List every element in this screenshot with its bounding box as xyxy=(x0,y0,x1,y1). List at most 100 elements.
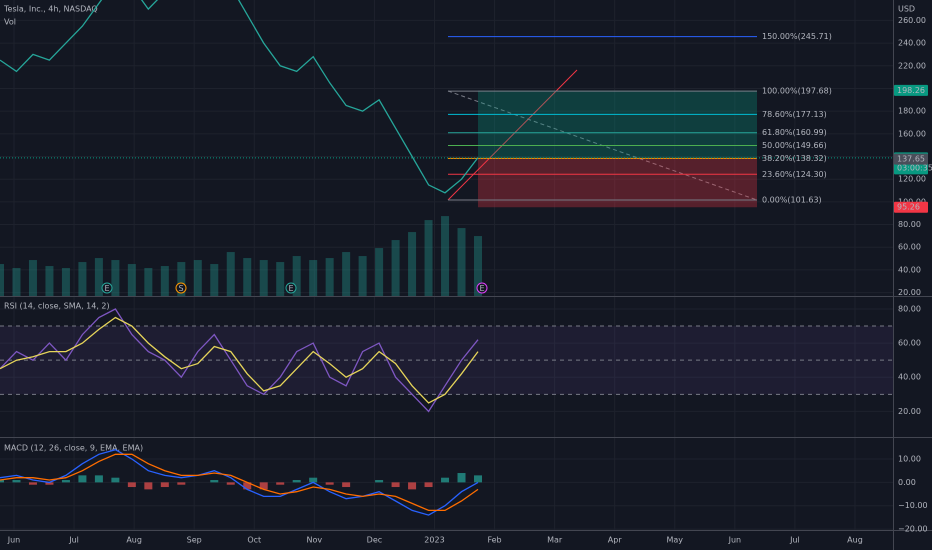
pane xyxy=(0,0,893,296)
pane xyxy=(0,308,893,413)
macd-histogram-bar xyxy=(342,482,351,488)
time-tick-label: Aug xyxy=(126,536,142,545)
pane xyxy=(0,449,482,516)
fib-label: 50.00%(149.66) xyxy=(762,141,827,150)
event-marker xyxy=(175,282,187,294)
volume-bar xyxy=(0,264,4,296)
volume-bar xyxy=(111,260,120,296)
macd-histogram-bar xyxy=(408,482,417,490)
volume-bar xyxy=(309,260,318,296)
volume-bar xyxy=(375,248,384,296)
volume-bar xyxy=(408,232,417,296)
y-tick-label: −10.00 xyxy=(898,501,928,510)
trend-line xyxy=(447,69,578,201)
macd-histogram-bar xyxy=(160,482,169,488)
macd-histogram-bar xyxy=(78,475,87,483)
volume-bar xyxy=(424,220,433,296)
y-tick-label: 120.00 xyxy=(898,175,926,184)
macd-histogram-bar xyxy=(111,477,120,483)
fib-label: 150.00%(245.71) xyxy=(762,32,832,41)
macd-histogram-bar xyxy=(0,480,4,483)
series-line xyxy=(0,316,479,404)
rsi-title: RSI (14, close, SMA, 14, 2) xyxy=(4,302,110,311)
volume-bar xyxy=(457,228,466,296)
event-marker xyxy=(285,282,297,294)
volume-bar xyxy=(28,260,37,296)
volume-bar xyxy=(276,262,285,296)
macd-histogram-bar xyxy=(325,482,334,485)
volume-bar xyxy=(358,256,367,296)
fib-label: 100.00%(197.68) xyxy=(762,87,832,96)
volume-label: Vol xyxy=(4,18,16,27)
time-tick-label: Feb xyxy=(487,536,501,545)
macd-histogram-bar xyxy=(12,480,21,483)
macd-histogram-bar xyxy=(292,480,301,483)
volume-bar xyxy=(474,236,482,296)
price-tag-label: 95.26 xyxy=(897,203,920,212)
symbol-title: Tesla, Inc., 4h, NASDAQ xyxy=(3,5,98,14)
position-target-zone xyxy=(478,90,757,159)
time-tick-label: 2023 xyxy=(424,536,444,545)
y-tick-label: −20.00 xyxy=(898,525,928,534)
macd-histogram-bar xyxy=(441,477,450,483)
y-tick-label: 60.00 xyxy=(898,243,921,252)
price-tag xyxy=(894,153,928,165)
volume-bar xyxy=(94,258,103,296)
price-tag-label: 198.26 xyxy=(897,86,925,95)
time-tick-label: Apr xyxy=(608,536,623,545)
price-tag xyxy=(894,201,928,213)
series-line xyxy=(0,453,479,512)
event-label: S xyxy=(178,284,183,293)
event-marker xyxy=(101,282,113,294)
macd-histogram-bar xyxy=(210,480,219,483)
y-tick-label: 20.00 xyxy=(898,288,921,297)
macd-histogram-bar xyxy=(28,482,37,485)
time-tick-label: Jul xyxy=(68,536,79,545)
volume-bar xyxy=(391,240,400,296)
y-tick-label: 60.00 xyxy=(898,339,921,348)
volume-bar xyxy=(210,264,219,296)
fib-label: 38.20%(138.32) xyxy=(762,154,827,163)
volume-bar xyxy=(342,252,351,296)
macd-histogram-bar xyxy=(457,473,466,483)
y-tick-label: 40.00 xyxy=(898,373,921,382)
volume-bar xyxy=(292,256,301,296)
y-tick-label: 80.00 xyxy=(898,220,921,229)
fib-label: 23.60%(124.30) xyxy=(762,170,827,179)
y-tick-label: 0.00 xyxy=(898,478,916,487)
countdown-label: 03:00:35 xyxy=(897,163,932,172)
macd-histogram-bar xyxy=(375,480,384,483)
series-line xyxy=(0,308,479,413)
y-tick-label: 240.00 xyxy=(898,39,926,48)
volume-bar xyxy=(259,260,268,296)
volume-bar xyxy=(243,258,252,296)
volume-bar xyxy=(45,266,54,296)
y-tick-label: 260.00 xyxy=(898,16,926,25)
macd-title: MACD (12, 26, close, 9, EMA, EMA) xyxy=(4,444,143,453)
price-tag xyxy=(894,84,928,96)
fib-label: 61.80%(160.99) xyxy=(762,128,827,137)
macd-histogram-bar xyxy=(474,475,482,483)
macd-histogram-bar xyxy=(226,482,235,485)
overlay-layer: Jun Jul Aug Sep Oct Nov Dec 2023 Feb Mar Apr May Jun… xyxy=(7,16,932,545)
macd-histogram-bar xyxy=(276,482,285,485)
volume-bar xyxy=(441,216,450,296)
fib-label: 0.00%(101.63) xyxy=(762,196,822,205)
volume-bar xyxy=(78,262,87,296)
macd-histogram-bar xyxy=(259,482,268,490)
macd-histogram-bar xyxy=(391,482,400,488)
y-tick-label: 160.00 xyxy=(898,129,926,138)
volume-bar xyxy=(160,266,169,296)
macd-histogram-bar xyxy=(177,482,186,485)
time-tick-label: Nov xyxy=(307,536,323,545)
macd-histogram-bar xyxy=(61,480,70,483)
fib-label: 78.60%(177.13) xyxy=(762,110,827,119)
volume-bar xyxy=(12,268,21,296)
macd-histogram-bar xyxy=(243,482,252,490)
time-tick-label: Jun xyxy=(728,536,742,545)
series-line xyxy=(0,0,479,194)
series-line xyxy=(0,449,479,516)
time-tick-label: Aug xyxy=(847,536,863,545)
